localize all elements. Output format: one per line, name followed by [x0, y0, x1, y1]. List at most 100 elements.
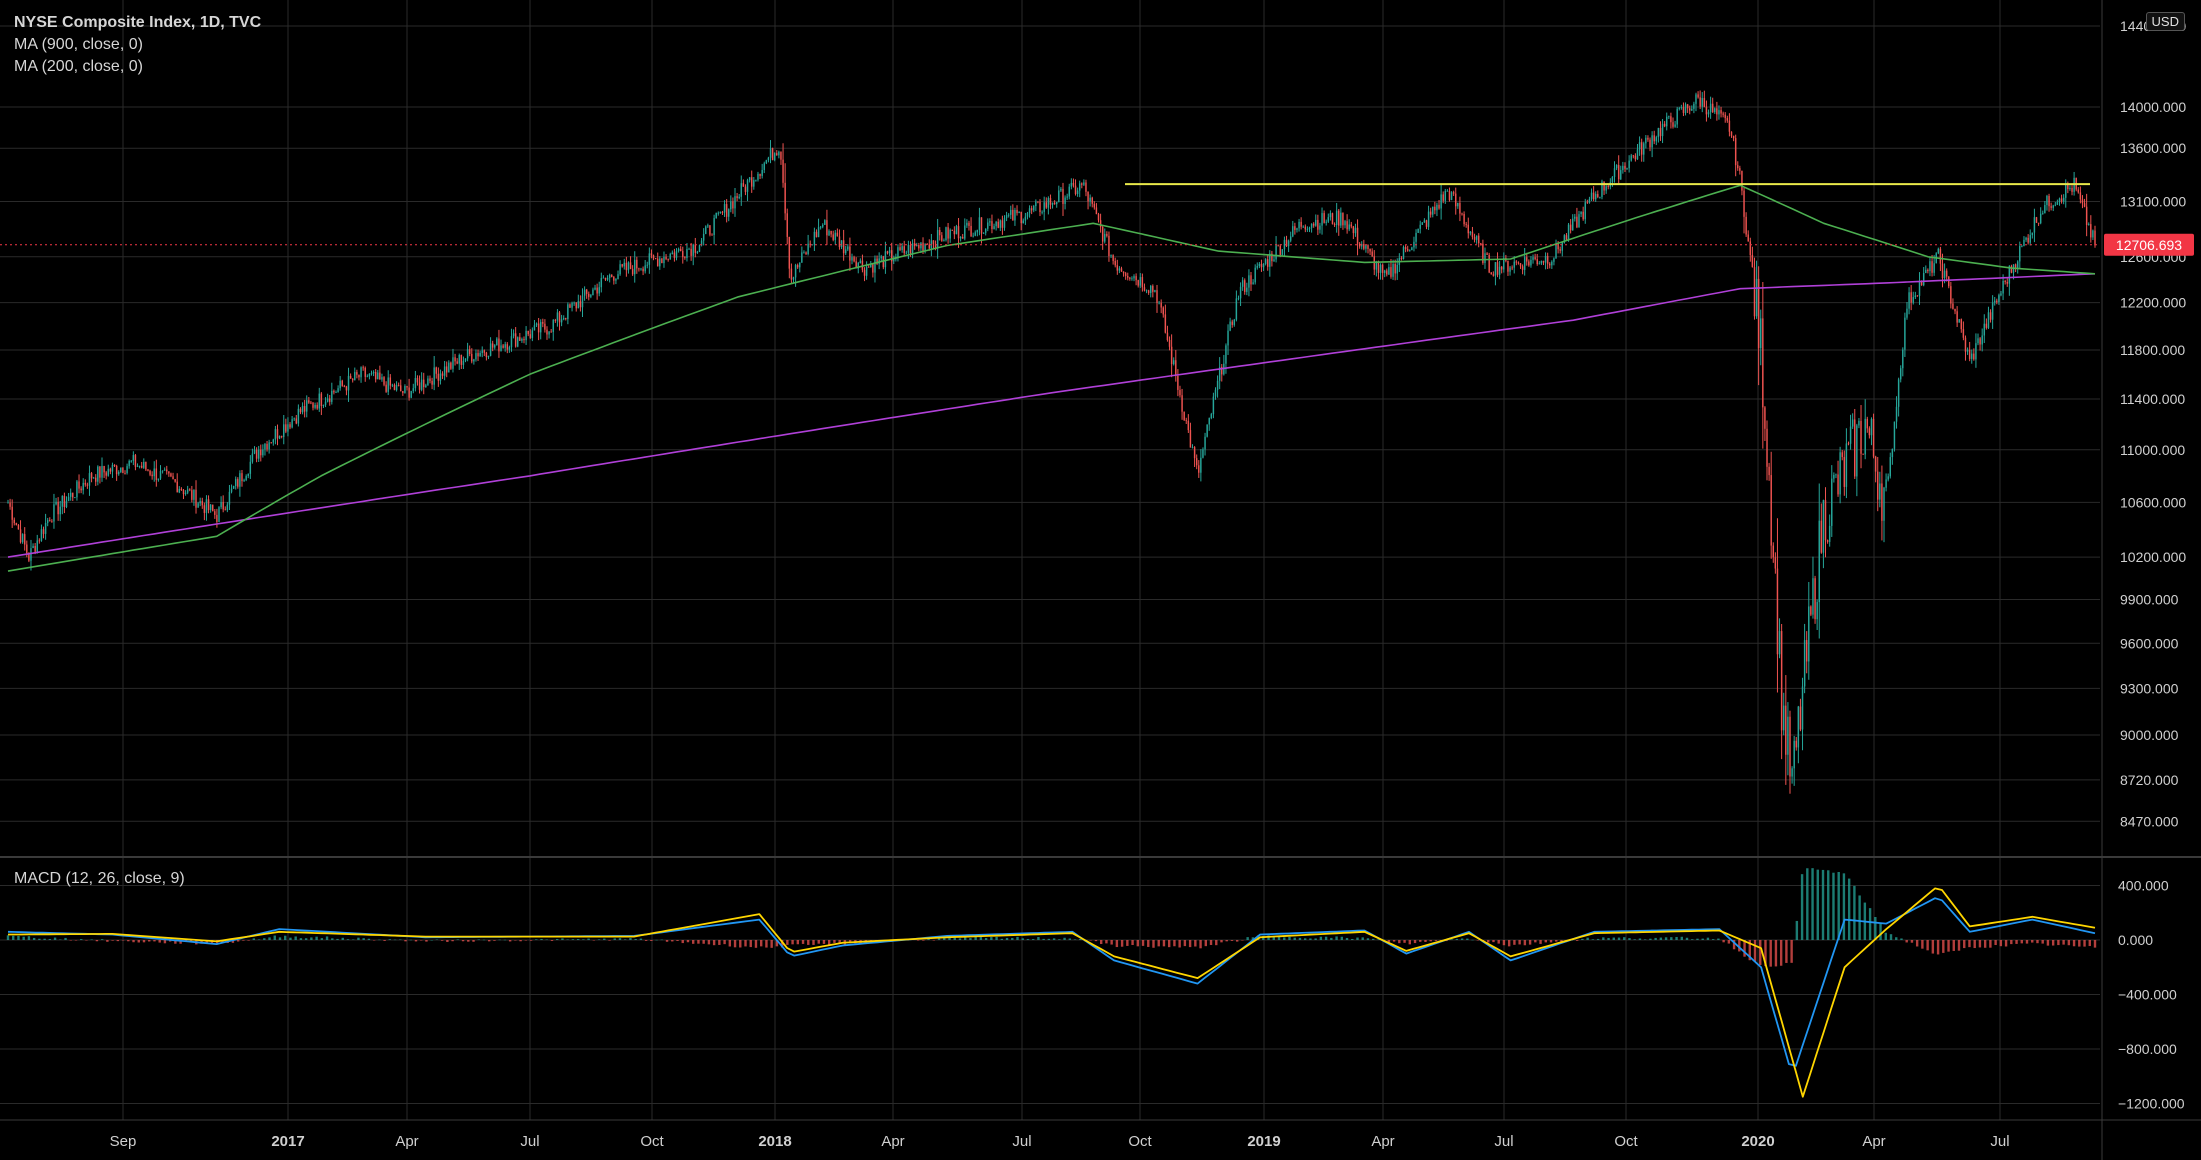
macd-histogram-bar: [1790, 940, 1793, 963]
candle-body: [740, 183, 743, 197]
candle-body: [402, 391, 404, 393]
candle-body: [1701, 98, 1703, 107]
candle-body: [1801, 686, 1804, 730]
candle-body: [1026, 213, 1029, 217]
macd-histogram-bar: [1654, 937, 1657, 940]
candle-body: [767, 157, 770, 161]
macd-histogram-bar: [1895, 937, 1898, 940]
candle-body: [1434, 206, 1436, 211]
candle-body: [1824, 500, 1827, 541]
candle-body: [140, 465, 143, 468]
candle-body: [945, 227, 947, 241]
candle-body: [1841, 452, 1843, 458]
candle-body: [1333, 224, 1336, 226]
candle-body: [1191, 447, 1194, 448]
macd-histogram-bar: [817, 940, 820, 944]
currency-badge[interactable]: USD: [2145, 12, 2185, 31]
candle-body: [387, 377, 389, 392]
macd-histogram-bar: [1931, 940, 1935, 954]
candle-body: [1793, 740, 1795, 769]
candle-body: [266, 443, 268, 450]
candle-body: [951, 229, 953, 231]
candle-body: [372, 371, 375, 374]
macd-histogram-bar: [1251, 937, 1255, 940]
macd-histogram-bar: [1549, 940, 1553, 943]
candle-body: [1070, 182, 1073, 187]
candle-body: [646, 264, 648, 266]
candle-body: [920, 242, 922, 249]
macd-histogram-bar: [372, 940, 376, 941]
candle-body: [1461, 213, 1463, 215]
candle-body: [1406, 249, 1409, 251]
candle-body: [437, 373, 440, 381]
candle-body: [1764, 407, 1766, 429]
candle-body: [949, 229, 951, 239]
macd-histogram-bar: [1408, 940, 1411, 945]
macd-histogram-bar: [210, 940, 214, 945]
macd-histogram-bar: [639, 938, 643, 940]
candle-body: [209, 504, 212, 511]
candle-body: [28, 553, 30, 561]
macd-histogram-bar: [1874, 917, 1877, 940]
candle-body: [1246, 287, 1248, 292]
macd-histogram-bar: [2067, 940, 2071, 946]
candle-body: [755, 179, 757, 181]
candle-body: [2042, 213, 2044, 214]
macd-histogram-bar: [1821, 869, 1825, 940]
candle-body: [17, 525, 20, 530]
candle-body: [556, 312, 559, 321]
candle-body: [1363, 243, 1365, 249]
macd-histogram-bar: [503, 939, 507, 941]
candle-body: [684, 257, 686, 259]
candle-body: [1563, 235, 1566, 243]
candle-body: [796, 265, 799, 268]
candle-body: [249, 461, 252, 474]
macd-histogram-bar: [1042, 938, 1045, 940]
candle-body: [1331, 213, 1334, 225]
macd-histogram-bar: [1450, 939, 1453, 940]
macd-histogram-bar: [74, 940, 78, 941]
candle-body: [358, 374, 360, 378]
candle-body: [961, 237, 964, 239]
macd-histogram-bar: [1847, 878, 1851, 940]
macd-histogram-bar: [1748, 940, 1751, 961]
candle-body: [1210, 414, 1213, 419]
candle-body: [427, 378, 429, 386]
candle-body: [1340, 212, 1342, 226]
candle-body: [176, 481, 178, 493]
candle-body: [1394, 264, 1396, 274]
candle-body: [1908, 292, 1910, 309]
macd-histogram-bar: [95, 940, 99, 942]
candle-body: [834, 232, 837, 240]
macd-histogram-bar: [1476, 940, 1479, 941]
candle-body: [448, 362, 450, 373]
candle-body: [909, 244, 912, 255]
macd-histogram-bar: [2046, 940, 2050, 946]
candle-body: [1237, 298, 1240, 300]
signal-line: [8, 887, 2096, 1098]
candle-body: [1498, 266, 1501, 275]
candle-body: [1651, 135, 1653, 148]
macd-histogram-bar: [85, 940, 88, 941]
candle-body: [1342, 212, 1344, 226]
candle-body: [1152, 285, 1154, 292]
candle-body: [1233, 319, 1236, 325]
candle-body: [65, 501, 68, 508]
candle-body: [1227, 330, 1229, 346]
candle-body: [776, 153, 778, 156]
candle-body: [1703, 98, 1706, 107]
candle-body: [1244, 280, 1246, 292]
macd-histogram-bar: [1973, 940, 1976, 949]
macd-histogram-bar: [357, 937, 360, 940]
candle-body: [1787, 716, 1789, 755]
macd-histogram-bar: [477, 939, 480, 940]
candle-body: [1133, 276, 1135, 279]
macd-histogram-bar: [341, 937, 344, 940]
macd-histogram-bar: [786, 940, 789, 945]
candle-body: [957, 226, 960, 239]
candle-body: [1739, 168, 1741, 171]
macd-histogram-bar: [205, 940, 208, 944]
macd-histogram-bar: [404, 940, 407, 942]
macd-histogram-bar: [995, 936, 998, 940]
candle-body: [1292, 226, 1294, 237]
